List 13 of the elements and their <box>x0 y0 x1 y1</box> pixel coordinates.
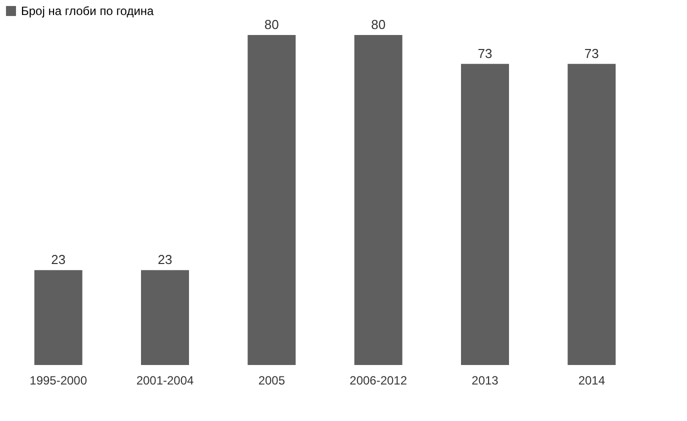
data-label: 80 <box>371 17 386 32</box>
x-tick-label: 2001-2004 <box>136 374 194 388</box>
x-tick-label: 1995-2000 <box>30 374 88 388</box>
data-label: 23 <box>51 252 66 268</box>
data-label: 23 <box>158 252 172 268</box>
x-tick-label: 2006-2012 <box>350 374 408 388</box>
x-tick-label: 2005 <box>258 374 286 388</box>
x-tick-label: 2013 <box>472 374 499 388</box>
x-tick-label: 2014 <box>578 374 606 388</box>
data-label: 73 <box>478 46 492 61</box>
data-label: 73 <box>584 46 599 61</box>
data-label: 80 <box>264 17 279 32</box>
legend-label: Број на глоби по година <box>21 4 154 18</box>
